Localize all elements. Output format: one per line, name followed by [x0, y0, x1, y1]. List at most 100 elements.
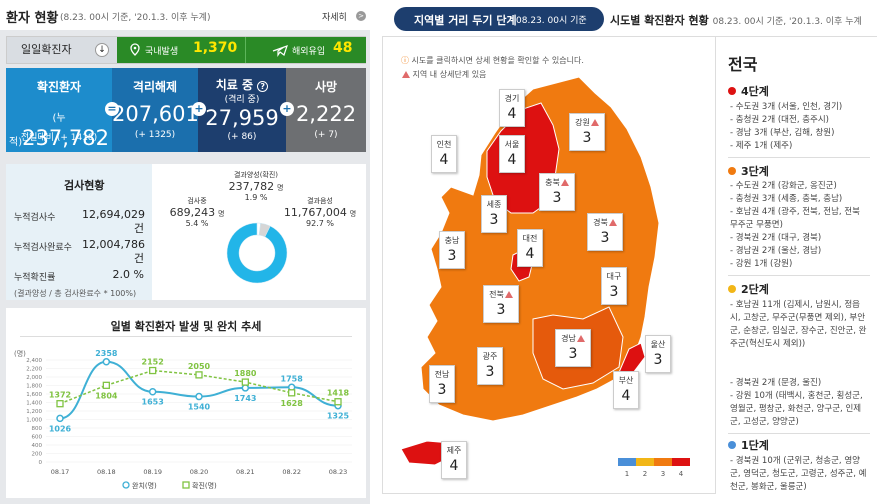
airplane-icon: [272, 45, 288, 57]
card-treating: 치료 중 ? (격리 중) 27,959 (+ 86): [198, 68, 286, 152]
level-item: - 호남권 11개 (김제시, 남원시, 정읍시, 고창군, 무주군(무풍면 제…: [730, 300, 867, 349]
negative-caption: 결과음성: [307, 197, 333, 205]
region-marker-세종[interactable]: 세종 3: [481, 195, 507, 233]
region-marker-제주[interactable]: 제주 4: [441, 441, 467, 479]
region-name: 충북: [545, 178, 560, 187]
testing-caption: 검사중: [187, 197, 207, 205]
region-value: 3: [496, 302, 506, 318]
region-value: 3: [437, 382, 447, 398]
region-name: 전북: [489, 290, 504, 299]
level-2-heading: 2단계: [728, 281, 769, 297]
help-icon[interactable]: ?: [257, 81, 269, 92]
level-item: - 경북권 2개 (문경, 울진): [730, 378, 822, 388]
testing-pct: 5.4 %: [185, 219, 209, 228]
x-tick-label: 08.23: [329, 468, 348, 476]
legend-swatch: [618, 458, 636, 466]
region-value: 3: [609, 284, 619, 300]
level-4-heading: 4단계: [728, 83, 769, 99]
negative-unit: 명: [349, 210, 357, 218]
chevron-right-icon[interactable]: >: [356, 11, 366, 21]
negative-pct: 92.7 %: [306, 219, 334, 228]
tab-date: 08.23. 00시 기준: [516, 16, 587, 26]
map-note: 지역 내 상세단계 있음: [401, 69, 486, 80]
region-marker-강원[interactable]: 강원 3: [569, 113, 605, 151]
card-value: 2,222: [295, 102, 357, 126]
region-marker-충북[interactable]: 충북 3: [539, 173, 575, 211]
data-point: [149, 366, 157, 375]
y-tick-label: 2,400: [26, 358, 42, 364]
region-marker-경북[interactable]: 경북 3: [587, 213, 623, 251]
positive-label: 결과양성(확진) 237,782 명 1.9 %: [206, 170, 306, 202]
card-value: 207,601: [112, 102, 199, 126]
level-1-heading: 1단계: [728, 437, 769, 453]
region-marker-광주[interactable]: 광주 3: [477, 347, 503, 385]
region-value: 4: [507, 106, 517, 122]
region-marker-충남[interactable]: 충남 3: [439, 231, 465, 269]
region-value: 3: [582, 130, 592, 146]
data-point: [241, 378, 249, 386]
region-value: 4: [507, 152, 517, 168]
data-label: 1653: [142, 398, 164, 407]
card-title: 사망: [314, 80, 338, 94]
tab-label: 지역별 거리 두기 단계: [414, 14, 517, 27]
positive-unit: 명: [276, 184, 284, 192]
tab-region-confirmed[interactable]: 시도별 확진환자 현황 08.23. 00시 기준, '20.1.3. 이후 누…: [610, 12, 862, 28]
data-point: [102, 358, 111, 366]
region-name: 부산: [618, 376, 634, 385]
region-value: 3: [552, 190, 562, 206]
test-row-label: 누적검사수: [14, 213, 56, 223]
y-tick-label: 1,800: [26, 384, 42, 390]
card-sub: 전일대비 (+ 1418): [20, 133, 98, 143]
card-title-sub: (격리 중): [224, 95, 260, 105]
data-point: [334, 398, 342, 406]
level-item: - 수도권 2개 (강화군, 옹진군): [730, 181, 837, 191]
domestic-count: 1,370: [193, 40, 238, 56]
region-marker-부산[interactable]: 부산 4: [613, 371, 639, 409]
card-released: 격리해제 207,601 (+ 1325): [112, 68, 199, 152]
card-sub: (+ 86): [227, 132, 257, 142]
test-row-label: 누적확진률: [14, 273, 56, 283]
data-point: [102, 381, 110, 389]
region-marker-경기[interactable]: 경기 4: [499, 89, 525, 127]
level-item: - 강원 1개 (강원): [730, 259, 793, 269]
region-value: 3: [653, 352, 663, 368]
region-name: 세종: [486, 200, 502, 209]
tab-distancing-level[interactable]: 지역별 거리 두기 단계 08.23. 00시 기준: [394, 7, 604, 31]
region-name: 제주: [446, 446, 462, 455]
region-marker-대전[interactable]: 대전 4: [517, 229, 543, 267]
region-marker-인천[interactable]: 인천 4: [431, 135, 457, 173]
legend-label: 완치(명): [132, 481, 157, 490]
legend-label: 확진(명): [192, 481, 217, 490]
plus-icon: +: [280, 102, 294, 116]
test-title: 검사현황: [64, 179, 105, 192]
level-item: - 제주 1개 (제주): [730, 141, 793, 151]
data-label: 1026: [49, 424, 72, 433]
region-value: 4: [449, 458, 459, 474]
legend-swatch: [672, 458, 690, 466]
region-marker-서울[interactable]: 서울 4: [499, 135, 525, 173]
data-label: 2152: [142, 358, 164, 367]
region-name: 전남: [434, 370, 450, 379]
imported-cases: 해외유입 48: [245, 37, 366, 63]
legend-marker: [182, 481, 190, 489]
level-item: - 충청권 2개 (대전, 충주시): [730, 115, 829, 125]
data-point: [56, 414, 64, 423]
region-marker-전남[interactable]: 전남 3: [429, 365, 455, 403]
arrow-down-icon[interactable]: ↓: [95, 43, 109, 57]
region-marker-대구[interactable]: 대구 3: [601, 267, 627, 305]
card-deaths: 사망 2,222 (+ 7): [286, 68, 366, 152]
level-dot: [728, 441, 736, 449]
more-link[interactable]: 자세히: [322, 13, 347, 23]
card-title: 확진환자: [36, 80, 82, 94]
level-label: 4단계: [741, 85, 769, 98]
region-marker-울산[interactable]: 울산 3: [645, 335, 671, 373]
domestic-label: 국내발생: [145, 47, 179, 57]
y-tick-label: 2,000: [26, 375, 42, 381]
x-tick-label: 08.18: [97, 468, 116, 476]
data-label: 1743: [234, 394, 256, 403]
region-marker-전북[interactable]: 전북 3: [483, 285, 519, 323]
equals-icon: =: [105, 102, 119, 116]
region-marker-경남[interactable]: 경남 3: [555, 329, 591, 367]
level-label: 3단계: [741, 165, 769, 178]
data-point: [241, 384, 250, 392]
